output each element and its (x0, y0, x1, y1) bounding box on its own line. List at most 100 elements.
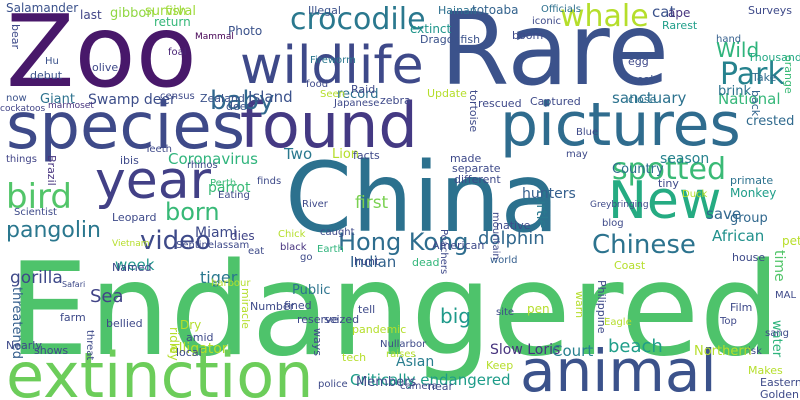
cloud-word: Keep (486, 359, 514, 372)
cloud-word: Critically endangered (350, 371, 511, 389)
cloud-word: shows (34, 344, 69, 357)
cloud-word: survival (145, 4, 196, 19)
cloud-word: alligator (170, 341, 228, 357)
cloud-word: National (718, 90, 781, 108)
cloud-word: tell (358, 303, 376, 316)
cloud-word: Giant (40, 92, 75, 107)
cloud-word: beach (608, 336, 663, 357)
cloud-word: Makes (748, 364, 783, 377)
cloud-word: Illegal (308, 4, 341, 17)
cloud-word: save (706, 205, 742, 223)
cloud-word: may (566, 149, 588, 160)
cloud-word: cat (652, 3, 676, 21)
cloud-word: Safari (62, 280, 86, 289)
cloud-word: boom (512, 29, 544, 42)
cloud-word: Sea (90, 286, 124, 307)
cloud-word: Surveys (748, 4, 792, 17)
cloud-word: Duck (682, 189, 708, 200)
cloud-word: Miami (195, 225, 238, 241)
cloud-word: Endangered (8, 236, 781, 385)
cloud-word: first (355, 193, 389, 213)
cloud-word: week (115, 256, 155, 274)
cloud-word: zebra (380, 94, 411, 107)
cloud-word: Vietnam (112, 239, 150, 249)
cloud-word: native (496, 219, 531, 232)
cloud-word: harbour (211, 278, 251, 289)
cloud-word: dies (230, 229, 255, 243)
cloud-word: Photo (228, 24, 263, 38)
cloud-word: cockatoos (0, 104, 46, 114)
cloud-word: close (628, 93, 657, 106)
cloud-word: finds (257, 176, 282, 187)
cloud-word: primate (730, 174, 774, 187)
cloud-word: Thousands (748, 51, 800, 64)
cloud-word: near (428, 380, 454, 393)
cloud-word: New (608, 171, 722, 231)
cloud-word: ways (311, 328, 324, 356)
cloud-word: Eagle (604, 317, 632, 328)
cloud-word: whale (560, 0, 649, 34)
cloud-word: Fireworm (310, 55, 356, 66)
cloud-word: spotted (612, 152, 727, 187)
cloud-word: rhinos (187, 160, 218, 171)
cloud-word: Slow Loris (490, 342, 561, 358)
cloud-word: Scientist (14, 207, 57, 218)
cloud-word: Lion (332, 147, 360, 162)
cloud-word: Zealand (200, 92, 245, 105)
cloud-word: Mammal (195, 32, 234, 42)
cloud-word: parrot (208, 180, 251, 196)
cloud-word: brink (718, 84, 751, 99)
cloud-word: iconic (532, 16, 562, 27)
cloud-word: seized (324, 313, 360, 326)
cloud-word: River (302, 199, 328, 210)
cloud-word: extinction (6, 339, 314, 400)
cloud-word: animal (520, 337, 717, 400)
cloud-word: big (440, 304, 471, 328)
cloud-word: warn (573, 291, 586, 319)
cloud-word: Two (284, 145, 313, 163)
cloud-word: blog (602, 218, 624, 229)
cloud-word: Brazil (45, 155, 58, 186)
cloud-word: Take (752, 71, 777, 84)
cloud-word: Salamander (6, 1, 79, 15)
cloud-word: Island (248, 88, 293, 106)
cloud-word: Country (612, 162, 664, 177)
cloud-word: time (771, 250, 787, 282)
cloud-word: world (490, 255, 518, 266)
cloud-word: found (240, 89, 418, 162)
cloud-word: back (749, 90, 762, 117)
cloud-word: Wild (716, 38, 760, 62)
cloud-word: dead (412, 256, 440, 269)
cloud-word: gibbon (110, 6, 155, 21)
cloud-word: crested (746, 114, 795, 129)
cloud-word: ape (668, 6, 691, 20)
cloud-word: tech (342, 351, 367, 364)
cloud-word: Golden (760, 388, 800, 400)
cloud-word: extinct (410, 22, 452, 36)
cloud-word: pangolin (6, 218, 101, 243)
cloud-word: tiger (200, 268, 238, 287)
cloud-word: record (337, 87, 379, 102)
cloud-word: orange (782, 55, 795, 94)
cloud-word: threat (84, 330, 95, 361)
cloud-word: Coast (614, 259, 646, 272)
cloud-word: Rare (440, 0, 670, 108)
cloud-word: marmoset (48, 101, 94, 111)
cloud-word: tiny (658, 177, 679, 190)
cloud-word: Court (552, 342, 594, 360)
cloud-word: hunt (354, 255, 380, 268)
cloud-word: Eating (218, 190, 250, 201)
cloud-word: Swamp deer (88, 92, 176, 108)
cloud-word: Nearly (6, 339, 42, 352)
cloud-word: American (432, 239, 485, 252)
cloud-word: Chick (278, 229, 306, 240)
cloud-word: black (280, 242, 307, 253)
cloud-word: Coronavirus (168, 150, 258, 168)
cloud-word: camera (400, 381, 438, 392)
cloud-word: eat (248, 246, 265, 257)
cloud-word: Blue (576, 127, 599, 138)
cloud-word: made (450, 152, 482, 165)
cloud-word: season (660, 151, 710, 167)
cloud-word: dolphin (478, 228, 545, 249)
cloud-word: bird (6, 177, 72, 217)
